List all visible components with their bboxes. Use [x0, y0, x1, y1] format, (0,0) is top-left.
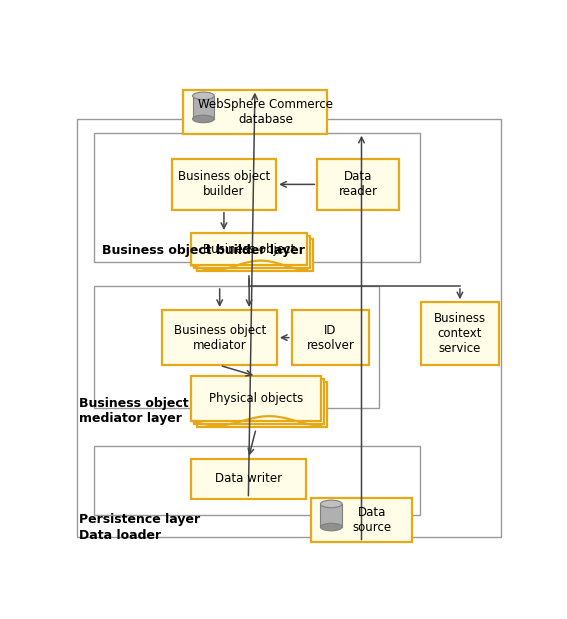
- FancyBboxPatch shape: [194, 236, 310, 268]
- FancyBboxPatch shape: [292, 310, 369, 365]
- Text: Business object
mediator layer: Business object mediator layer: [79, 397, 188, 425]
- FancyBboxPatch shape: [197, 383, 327, 427]
- FancyBboxPatch shape: [194, 379, 324, 424]
- Ellipse shape: [320, 523, 342, 531]
- Text: Business object: Business object: [203, 243, 295, 256]
- FancyBboxPatch shape: [311, 498, 412, 542]
- FancyBboxPatch shape: [193, 96, 214, 119]
- Ellipse shape: [320, 500, 342, 508]
- FancyBboxPatch shape: [77, 119, 501, 537]
- FancyBboxPatch shape: [162, 310, 277, 365]
- Text: Data loader: Data loader: [79, 529, 161, 542]
- Text: ID
resolver: ID resolver: [307, 324, 354, 352]
- FancyBboxPatch shape: [172, 159, 276, 210]
- Text: Business object builder layer: Business object builder layer: [102, 244, 304, 257]
- FancyBboxPatch shape: [183, 90, 327, 134]
- Text: Data
reader: Data reader: [338, 170, 378, 199]
- Text: Physical objects: Physical objects: [209, 392, 303, 405]
- Text: Data
source: Data source: [353, 506, 392, 534]
- Text: Business object
builder: Business object builder: [178, 170, 270, 199]
- FancyBboxPatch shape: [421, 302, 498, 365]
- Text: Business object
mediator: Business object mediator: [174, 324, 266, 352]
- Ellipse shape: [193, 115, 214, 123]
- FancyBboxPatch shape: [191, 459, 306, 498]
- FancyBboxPatch shape: [94, 133, 420, 262]
- Text: Persistence layer: Persistence layer: [79, 513, 200, 526]
- FancyBboxPatch shape: [191, 376, 321, 421]
- Ellipse shape: [193, 92, 214, 100]
- FancyBboxPatch shape: [94, 446, 420, 516]
- Text: WebSphere Commerce
database: WebSphere Commerce database: [198, 98, 333, 126]
- FancyBboxPatch shape: [94, 286, 379, 408]
- FancyBboxPatch shape: [191, 233, 307, 265]
- FancyBboxPatch shape: [197, 239, 314, 271]
- FancyBboxPatch shape: [320, 504, 342, 527]
- FancyBboxPatch shape: [318, 159, 399, 210]
- Text: Business
context
service: Business context service: [434, 312, 486, 355]
- Text: Data writer: Data writer: [215, 472, 282, 485]
